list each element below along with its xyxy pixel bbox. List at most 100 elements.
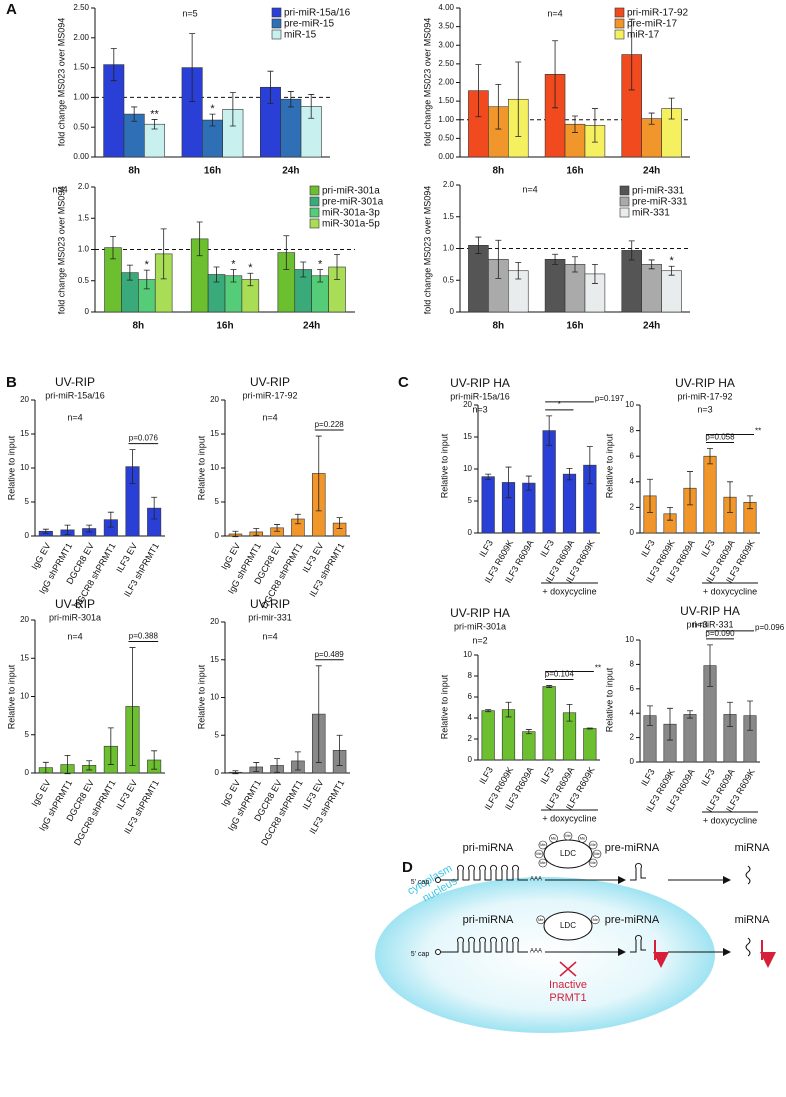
nucleus-shape [375,877,715,1033]
group-label: + doxycycline [542,813,596,823]
error-bar [274,524,281,532]
error-bar [546,685,553,688]
methyl-label: Me [565,833,571,838]
legend-label: pri-miR-301a [322,186,380,197]
y-tick-label: 1.50 [73,63,89,72]
error-bar [274,758,281,773]
y-axis-label: Relative to input [196,664,206,729]
bracket-label: p=0.489 [315,650,345,659]
error-bar [230,269,237,283]
error-bar [505,701,512,718]
error-bar [727,481,733,513]
legend-swatch [619,196,630,207]
legend-swatch [309,207,320,218]
error-bar [628,18,635,91]
methyl-label: Me [540,860,546,865]
x-tick-label: 16h [566,166,583,177]
chart-title: UV-RIP [250,597,290,611]
bar [583,728,597,761]
sample-size: n=4 [262,631,277,641]
bar [522,731,536,761]
bracket-label: p=0.096 [755,623,785,632]
error-bar [151,750,158,770]
sample-size: n=4 [67,412,82,422]
methyl-mark [549,834,558,843]
error-bar [294,513,301,525]
bracket-label: * [558,400,561,409]
error-bar [586,727,593,730]
methyl-label: Me [538,917,544,922]
pri-label: pri-miRNA [463,842,514,854]
y-tick-label: 3.50 [438,22,454,31]
error-bar [143,269,150,290]
y-tick-label: 20 [210,395,219,404]
methyl-mark [536,915,546,925]
error-bar [707,448,713,465]
error-bar [247,272,254,287]
inhibitor-label: PRMT1 [549,992,586,1004]
x-tick-label: 8h [492,166,504,177]
error-bar [42,528,49,534]
bar [683,714,697,763]
y-tick-label: 10 [20,463,29,472]
y-tick-label: 0.00 [73,152,89,161]
y-tick-label: 1.50 [438,96,454,105]
legend-label: miR-301a-5p [322,219,380,230]
bracket-label: ** [595,664,601,673]
methyl-mark [563,831,573,841]
error-bar [129,647,136,766]
error-bar [283,235,290,270]
panel-label: C [398,374,409,391]
methyl-label: Me [551,835,557,840]
y-tick-label: 2.0 [78,182,90,191]
y-tick-label: 0 [630,757,635,766]
bar [468,245,489,313]
methyl-label: Me [590,860,596,865]
error-bar [267,70,274,104]
legend-label: pre-miR-17 [627,19,677,30]
y-axis-label: fold change MS023 over MS094 [56,186,66,315]
chart: 0 2 4 6 8 10 Relative to input UV-RIP HApri-miR… [604,376,761,596]
legend-swatch [271,7,282,18]
error-bar [315,665,322,763]
error-bar [86,760,93,771]
y-tick-label: 15 [20,429,29,438]
sample-size: n=5 [182,8,197,18]
group-label: + doxycycline [542,586,596,596]
y-tick-label: 2.00 [73,33,89,42]
significance: * [248,262,253,274]
legend-label: miR-17 [627,30,660,41]
error-bar [109,235,116,260]
legend-label: pri-miR-17-92 [627,8,689,19]
error-bar [110,48,117,82]
x-tick-label: ILF3 [639,538,657,559]
x-tick-label: 16h [216,321,233,332]
legend-label: miR-331 [632,208,670,219]
sample-size: n=4 [547,8,562,18]
error-bar [189,33,196,102]
chart: 0 5 10 15 20 Relative to input UV-RIPpri-mir-3… [196,597,350,847]
error-bar [294,751,301,771]
y-tick-label: 8 [468,671,473,680]
methyl-mark [534,849,544,859]
y-tick-label: 5 [215,730,220,739]
y-axis-label: Relative to input [604,667,614,732]
error-bar [747,700,753,731]
bar [544,258,566,313]
pri-label: pri-miRNA [463,914,514,926]
legend-label: pre-miR-301a [322,197,384,208]
y-tick-label: 15 [20,653,29,662]
x-tick-label: ILF3 [699,538,717,559]
y-tick-label: 6 [630,451,635,460]
y-tick-label: 2.50 [438,59,454,68]
mirna [745,937,751,957]
y-axis-label: Relative to input [6,435,16,500]
error-bar [334,254,341,280]
y-tick-label: 0 [468,528,473,537]
legend-swatch [619,185,630,196]
pre-mirna [630,934,646,953]
methyl-mark [538,840,548,850]
group-label: + doxycycline [703,586,757,596]
